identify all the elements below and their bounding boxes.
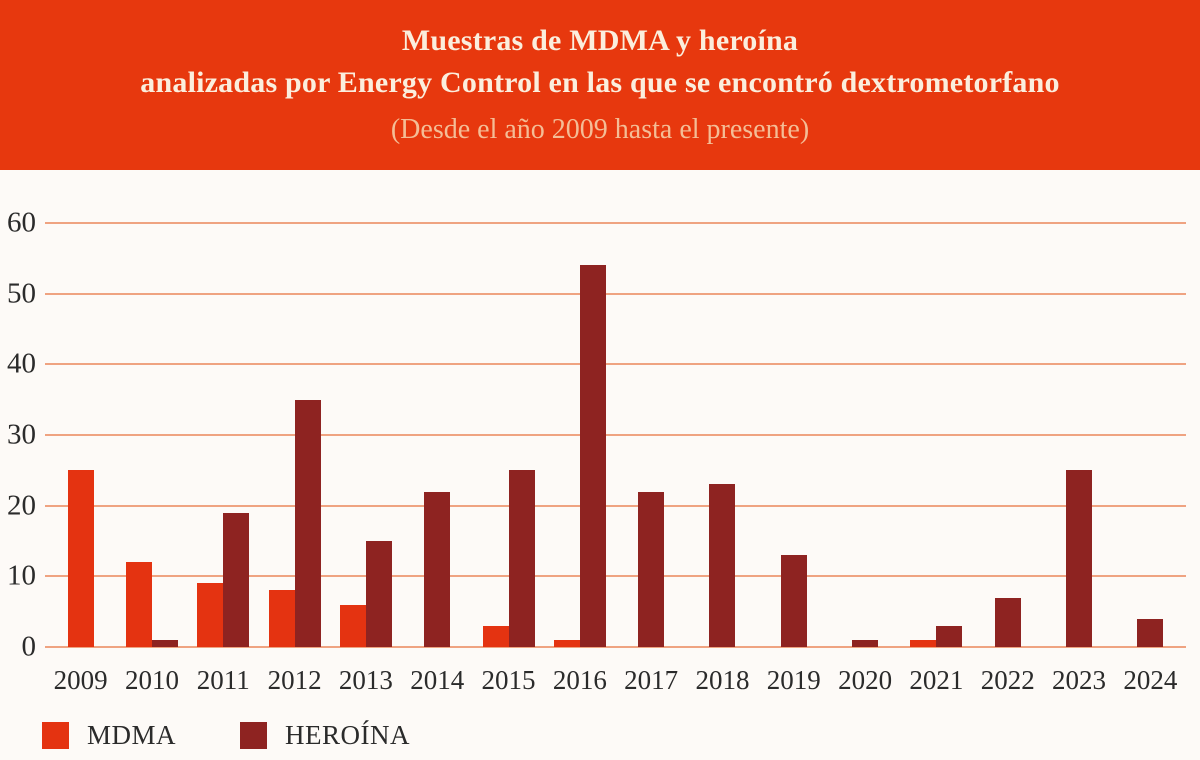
x-tick-label-2022: 2022 bbox=[980, 665, 1035, 695]
gridline-20 bbox=[45, 504, 1186, 507]
y-axis: 0 10 20 30 40 50 60 bbox=[0, 208, 40, 661]
bar-mdma-2013 bbox=[339, 604, 366, 647]
x-tick-label-2024: 2024 bbox=[1123, 665, 1178, 695]
bar-heroina-2018 bbox=[709, 484, 736, 647]
bar-heroina-2014 bbox=[424, 491, 451, 647]
year-group-2024 bbox=[1115, 223, 1186, 647]
gridline-0 bbox=[45, 646, 1186, 648]
x-tick-label-2012: 2012 bbox=[267, 665, 322, 695]
bar-heroina-2011 bbox=[223, 512, 250, 647]
year-group-2015 bbox=[473, 223, 544, 647]
y-tick-label-50: 50 bbox=[7, 277, 36, 310]
year-group-2021 bbox=[901, 223, 972, 647]
legend-swatch-mdma bbox=[42, 721, 69, 749]
bar-heroina-2020 bbox=[852, 639, 879, 647]
bar-mdma-2011 bbox=[197, 583, 224, 647]
y-tick-label-40: 40 bbox=[7, 347, 36, 380]
year-group-2022 bbox=[972, 223, 1043, 647]
x-tick-label-2015: 2015 bbox=[481, 665, 536, 695]
bars-row bbox=[45, 223, 1186, 647]
year-group-2023 bbox=[1043, 223, 1114, 647]
x-tick-label-2019: 2019 bbox=[766, 665, 821, 695]
bar-heroina-2019 bbox=[780, 555, 807, 647]
year-group-2009 bbox=[45, 223, 116, 647]
legend-item-mdma: MDMA bbox=[42, 720, 176, 751]
chart-section: 0 10 20 30 40 50 60 2009 2010 2011 2012 2013 2014 20… bbox=[0, 170, 1200, 760]
chart-title-line1: Muestras de MDMA y heroína bbox=[401, 24, 799, 57]
year-group-2011 bbox=[188, 223, 259, 647]
gridline-50 bbox=[45, 292, 1186, 295]
y-tick-label-20: 20 bbox=[7, 489, 36, 522]
x-tick-label-2017: 2017 bbox=[624, 665, 679, 695]
x-tick-label-2013: 2013 bbox=[338, 665, 393, 695]
bar-heroina-2010 bbox=[151, 639, 178, 647]
x-tick-label-2016: 2016 bbox=[552, 665, 607, 695]
y-tick-label-30: 30 bbox=[7, 418, 36, 451]
bar-mdma-2021 bbox=[910, 639, 937, 647]
bar-heroina-2017 bbox=[638, 491, 665, 647]
year-group-2017 bbox=[616, 223, 687, 647]
x-tick-label-2014: 2014 bbox=[410, 665, 465, 695]
x-tick-label-2009: 2009 bbox=[53, 665, 108, 695]
year-group-2020 bbox=[829, 223, 900, 647]
year-group-2018 bbox=[687, 223, 758, 647]
x-tick-label-2021: 2021 bbox=[909, 665, 964, 695]
y-tick-label-10: 10 bbox=[7, 559, 36, 592]
y-tick-label-60: 60 bbox=[7, 206, 36, 239]
year-group-2013 bbox=[330, 223, 401, 647]
y-tick-label-0: 0 bbox=[21, 630, 37, 663]
chart-subtitle: (Desde el año 2009 hasta el presente) bbox=[390, 114, 810, 145]
legend-item-heroina: HEROÍNA bbox=[240, 720, 410, 751]
bar-heroina-2021 bbox=[936, 625, 963, 647]
gridline-30 bbox=[45, 434, 1186, 436]
year-group-2016 bbox=[544, 223, 615, 647]
bar-heroina-2012 bbox=[294, 399, 321, 647]
year-group-2010 bbox=[116, 223, 187, 647]
gridline-10 bbox=[45, 575, 1186, 578]
header-banner: Muestras de MDMA y heroína analizadas po… bbox=[0, 0, 1200, 170]
bar-heroina-2015 bbox=[508, 470, 535, 647]
bar-heroina-2022 bbox=[994, 597, 1021, 647]
gridline-40 bbox=[45, 363, 1186, 366]
x-tick-label-2020: 2020 bbox=[838, 665, 893, 695]
legend-label: MDMA bbox=[87, 719, 177, 750]
bar-mdma-2016 bbox=[553, 639, 580, 647]
bar-heroina-2013 bbox=[365, 541, 392, 647]
bar-heroina-2024 bbox=[1137, 618, 1164, 647]
bar-mdma-2015 bbox=[482, 625, 509, 647]
x-tick-label-2023: 2023 bbox=[1052, 665, 1107, 695]
x-tick-label-2010: 2010 bbox=[124, 665, 179, 695]
bar-heroina-2023 bbox=[1066, 470, 1093, 647]
legend-swatch-heroina bbox=[240, 721, 268, 749]
year-group-2014 bbox=[402, 223, 473, 647]
legend-label: HEROÍNA bbox=[285, 719, 411, 750]
plot-area bbox=[45, 222, 1186, 648]
x-tick-label-2011: 2011 bbox=[196, 665, 250, 695]
bar-mdma-2012 bbox=[268, 590, 295, 647]
gridline-60 bbox=[45, 222, 1186, 224]
year-group-2019 bbox=[758, 223, 829, 647]
bar-mdma-2010 bbox=[125, 562, 152, 647]
bar-mdma-2009 bbox=[67, 470, 94, 647]
bar-heroina-2016 bbox=[579, 265, 606, 647]
chart-legend: MDMA HEROÍNA bbox=[42, 718, 410, 752]
year-group-2012 bbox=[259, 223, 330, 647]
chart-title-line2: analizadas por Energy Control en las que… bbox=[140, 66, 1060, 99]
x-tick-label-2018: 2018 bbox=[695, 665, 750, 695]
x-axis: 2009 2010 2011 2012 2013 2014 2015 2016 2017 2018… bbox=[45, 660, 1186, 700]
